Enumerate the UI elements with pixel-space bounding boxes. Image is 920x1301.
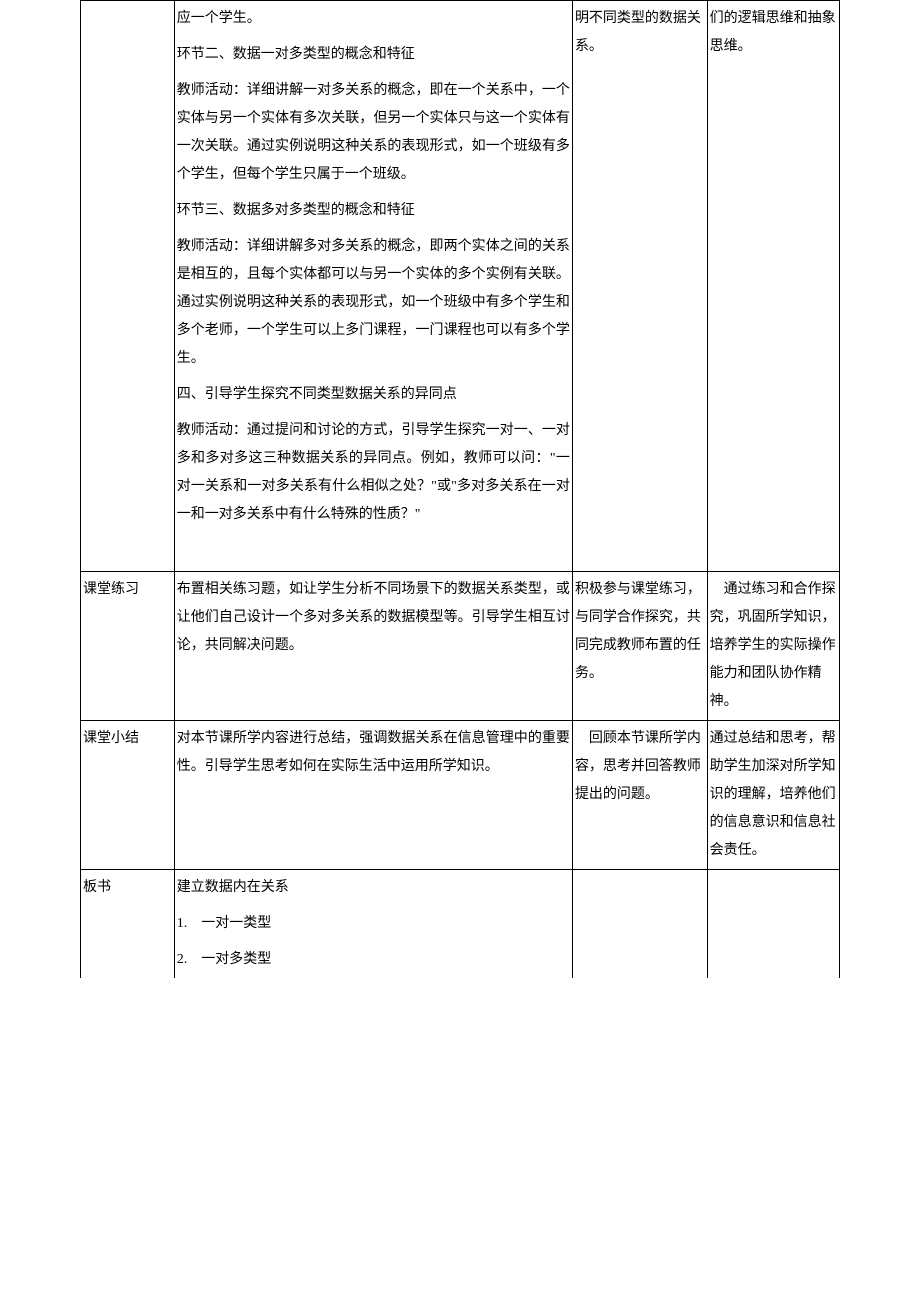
- paragraph: 教师活动：详细讲解多对多关系的概念，即两个实体之间的关系是相互的，且每个实体都可…: [177, 233, 570, 373]
- student-activity: [572, 870, 707, 979]
- paragraph: 四、引导学生探究不同类型数据关系的异同点: [177, 381, 570, 409]
- row-label: 板书: [81, 870, 175, 979]
- paragraph: 教师活动：通过提问和讨论的方式，引导学生探究一对一、一对多和多对多这三种数据关系…: [177, 417, 570, 529]
- table-row: 课堂小结对本节课所学内容进行总结，强调数据关系在信息管理中的重要性。引导学生思考…: [81, 721, 840, 870]
- row-label: 课堂练习: [81, 572, 175, 721]
- table-row: 应一个学生。环节二、数据一对多类型的概念和特征教师活动：详细讲解一对多关系的概念…: [81, 1, 840, 572]
- table-row: 课堂练习布置相关练习题，如让学生分析不同场景下的数据关系类型，或让他们自己设计一…: [81, 572, 840, 721]
- paragraph: 教师活动：详细讲解一对多关系的概念，即在一个关系中，一个实体与另一个实体有多次关…: [177, 77, 570, 189]
- row-label: [81, 1, 175, 572]
- design-intent: [707, 870, 839, 979]
- table-row: 板书建立数据内在关系 1. 一对一类型 2. 一对多类型: [81, 870, 840, 979]
- paragraph: 建立数据内在关系: [177, 874, 570, 902]
- design-intent: 通过练习和合作探究，巩固所学知识，培养学生的实际操作能力和团队协作精神。: [707, 572, 839, 721]
- design-intent: 通过总结和思考，帮助学生加深对所学知识的理解，培养他们的信息意识和信息社会责任。: [707, 721, 839, 870]
- design-intent: 们的逻辑思维和抽象思维。: [707, 1, 839, 572]
- paragraph: 1. 一对一类型: [177, 910, 570, 938]
- row-main-content: 应一个学生。环节二、数据一对多类型的概念和特征教师活动：详细讲解一对多关系的概念…: [174, 1, 572, 572]
- student-activity: 明不同类型的数据关系。: [572, 1, 707, 572]
- paragraph: 布置相关练习题，如让学生分析不同场景下的数据关系类型，或让他们自己设计一个多对多…: [177, 576, 570, 660]
- row-main-content: 对本节课所学内容进行总结，强调数据关系在信息管理中的重要性。引导学生思考如何在实…: [174, 721, 572, 870]
- student-activity: 积极参与课堂练习，与同学合作探究，共同完成教师布置的任务。: [572, 572, 707, 721]
- row-main-content: 建立数据内在关系 1. 一对一类型 2. 一对多类型: [174, 870, 572, 979]
- row-main-content: 布置相关练习题，如让学生分析不同场景下的数据关系类型，或让他们自己设计一个多对多…: [174, 572, 572, 721]
- paragraph: 环节二、数据一对多类型的概念和特征: [177, 41, 570, 69]
- lesson-plan-table: 应一个学生。环节二、数据一对多类型的概念和特征教师活动：详细讲解一对多关系的概念…: [80, 0, 840, 978]
- paragraph: 对本节课所学内容进行总结，强调数据关系在信息管理中的重要性。引导学生思考如何在实…: [177, 725, 570, 781]
- row-label: 课堂小结: [81, 721, 175, 870]
- student-activity: 回顾本节课所学内容，思考并回答教师提出的问题。: [572, 721, 707, 870]
- paragraph: 环节三、数据多对多类型的概念和特征: [177, 197, 570, 225]
- paragraph: 应一个学生。: [177, 5, 570, 33]
- paragraph: 2. 一对多类型: [177, 946, 570, 974]
